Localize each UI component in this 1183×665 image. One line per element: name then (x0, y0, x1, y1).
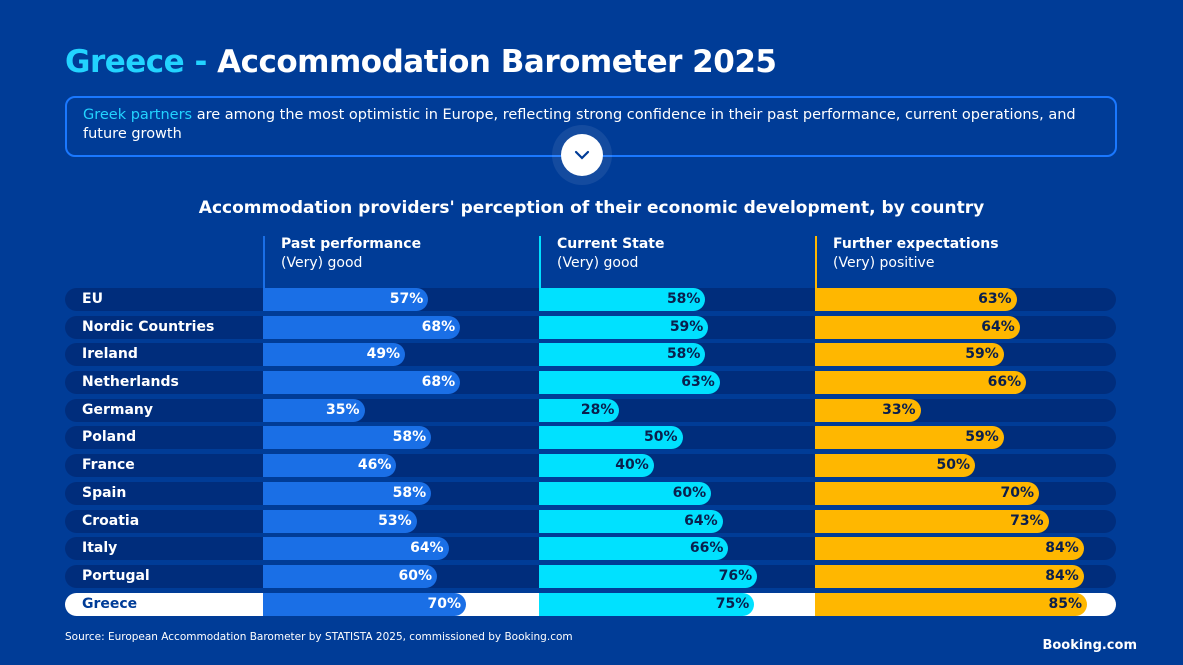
title-highlight: Greece - (65, 44, 218, 80)
callout-text: are among the most optimistic in Europe,… (83, 107, 1076, 142)
row-poland: Poland 58% 50% 59% (65, 426, 1116, 450)
bar-1: 50% (539, 426, 683, 450)
row-netherlands: Netherlands 68% 63% 66% (65, 371, 1116, 395)
bar-0: 53% (263, 509, 417, 533)
country-label: Portugal (82, 567, 150, 584)
bar-0: 35% (263, 398, 365, 422)
bar-0: 60% (263, 564, 437, 588)
country-label: Greece (82, 595, 138, 612)
country-label: France (82, 457, 135, 474)
country-label: Italy (82, 540, 118, 557)
row-croatia: Croatia 53% 64% 73% (65, 509, 1116, 533)
chevron-down-icon (574, 150, 590, 160)
country-label: Poland (82, 429, 137, 446)
row-ireland: Ireland 49% 58% 59% (65, 343, 1116, 367)
bar-0: 58% (263, 481, 432, 505)
bar-0: 68% (263, 371, 461, 395)
bar-0: 49% (263, 343, 406, 367)
bar-2: 50% (815, 454, 975, 478)
bar-1: 40% (539, 454, 654, 478)
column-header-2: Further expectations (Very) positive (815, 236, 999, 288)
chart-title: Accommodation providers' perception of t… (198, 198, 985, 218)
bar-1: 60% (539, 481, 712, 505)
country-label: Netherlands (82, 374, 179, 391)
bar-2: 66% (815, 371, 1027, 395)
country-label: EU (82, 291, 103, 307)
bar-0: 57% (263, 288, 429, 311)
chart-rows: EU 57% 58% 63% Nordic Countries 68% 59% 64% Irel… (65, 288, 1116, 620)
row-spain: Spain 58% 60% 70% (65, 481, 1116, 505)
series-name: Further expectations (833, 236, 999, 252)
title-text: Accommodation Barometer 2025 (217, 44, 777, 80)
bar-2: 84% (815, 564, 1084, 588)
bar-2: 64% (815, 315, 1020, 339)
bar-1: 64% (539, 509, 723, 533)
bar-2: 59% (815, 343, 1004, 367)
row-eu: EU 57% 58% 63% (65, 288, 1116, 311)
bar-1: 59% (539, 315, 709, 339)
bar-2: 63% (815, 288, 1017, 311)
bar-1: 63% (539, 371, 720, 395)
source-note: Source: European Accommodation Barometer… (65, 631, 573, 643)
column-header-0: Past performance (Very) good (263, 236, 421, 288)
bar-1: 58% (539, 343, 706, 367)
callout-highlight: Greek partners (83, 107, 193, 123)
bar-1: 28% (539, 398, 620, 422)
country-label: Ireland (82, 346, 138, 363)
bar-0: 64% (263, 537, 449, 561)
column-header-1: Current State (Very) good (539, 236, 665, 288)
country-label: Nordic Countries (82, 318, 215, 335)
bar-1: 76% (539, 564, 758, 588)
bar-2: 59% (815, 426, 1004, 450)
series-name: Current State (557, 236, 665, 252)
bar-2: 70% (815, 481, 1039, 505)
bar-0: 70% (263, 592, 466, 616)
row-nordic-countries: Nordic Countries 68% 59% 64% (65, 315, 1116, 339)
bar-2: 33% (815, 398, 921, 422)
bar-0: 46% (263, 454, 397, 478)
country-label: Spain (82, 484, 127, 501)
row-portugal: Portugal 60% 76% 84% (65, 564, 1116, 588)
bar-1: 66% (539, 537, 729, 561)
row-germany: Germany 35% 28% 33% (65, 398, 1116, 422)
series-name: Past performance (281, 236, 422, 252)
country-label: Croatia (82, 512, 140, 529)
page-title: Greece - Accommodation Barometer 2025 (65, 44, 777, 80)
expand-button[interactable] (561, 134, 603, 176)
country-label: Germany (82, 401, 154, 418)
bar-2: 84% (815, 537, 1084, 561)
bar-2: 85% (815, 592, 1087, 616)
bar-2: 73% (815, 509, 1049, 533)
booking-logo: Booking.com (1042, 638, 1137, 653)
row-france: France 46% 40% 50% (65, 454, 1116, 478)
bar-0: 58% (263, 426, 432, 450)
series-sub: (Very) good (557, 255, 639, 271)
bar-1: 58% (539, 288, 706, 311)
bar-0: 68% (263, 315, 461, 339)
row-italy: Italy 64% 66% 84% (65, 537, 1116, 561)
series-sub: (Very) positive (833, 255, 935, 271)
bar-1: 75% (539, 592, 755, 616)
series-sub: (Very) good (281, 255, 363, 271)
row-greece: Greece 70% 75% 85% (65, 592, 1116, 616)
